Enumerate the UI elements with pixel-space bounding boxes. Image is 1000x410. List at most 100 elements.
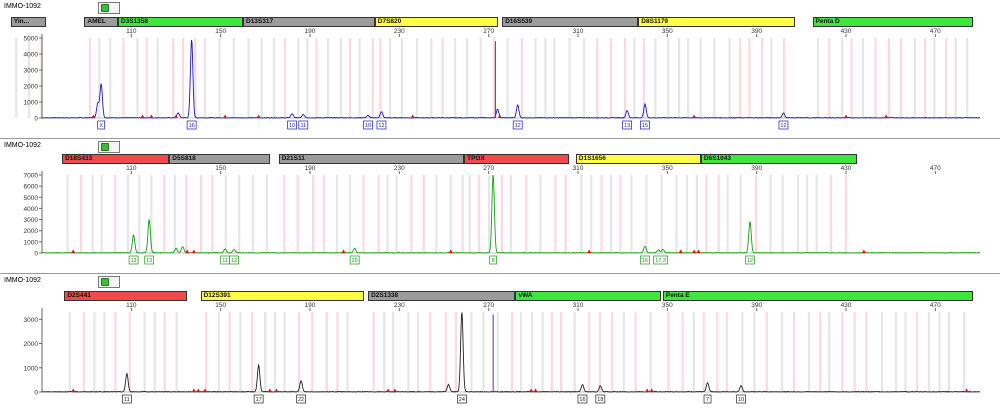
allele-bin	[500, 175, 504, 253]
marker-d6s1043[interactable]: D6S1043	[700, 154, 858, 164]
allele-bin	[395, 175, 398, 253]
allele-call[interactable]: 8	[489, 255, 497, 265]
marker-d21s11[interactable]: D21S11	[278, 154, 465, 164]
allele-bin	[748, 38, 751, 118]
allele-call[interactable]: 16	[577, 394, 588, 404]
allele-call-label: 10	[365, 123, 371, 129]
marker-d13s317[interactable]: D13S317	[243, 17, 375, 27]
x-tick-label: 190	[305, 165, 316, 172]
allele-bin	[247, 38, 250, 118]
dye-toggle-button[interactable]	[98, 141, 120, 153]
allele-bin	[346, 312, 349, 392]
marker-tpox[interactable]: TPOX	[464, 154, 570, 164]
allele-bin	[453, 38, 457, 118]
allele-bin	[203, 38, 206, 118]
marker-d3s1358[interactable]: D3S1358	[117, 17, 243, 27]
allele-call[interactable]: 11	[298, 120, 309, 130]
allele-call-label: 17.3	[655, 258, 666, 264]
allele-bin	[173, 175, 176, 253]
allele-call-box	[144, 255, 155, 265]
allele-call[interactable]: 24	[457, 394, 467, 404]
allele-call[interactable]: 10	[287, 120, 297, 130]
allele-call[interactable]: 12	[745, 255, 755, 265]
allele-call-box	[229, 255, 239, 265]
allele-bin	[496, 312, 499, 392]
allele-bin	[251, 175, 254, 253]
marker-d8s1179[interactable]: D8S1179	[638, 17, 795, 27]
off-ladder-marker	[884, 114, 889, 118]
x-tick-label: 230	[394, 302, 405, 309]
allele-call[interactable]: 7	[703, 394, 712, 404]
allele-bin	[232, 38, 235, 118]
allele-call[interactable]: 22	[296, 394, 306, 404]
marker-d12s391[interactable]: D12S391	[200, 291, 364, 301]
marker-penta-d[interactable]: Penta D	[812, 17, 974, 27]
allele-bin	[150, 175, 153, 253]
allele-bin	[181, 38, 185, 118]
allele-bin	[15, 38, 18, 118]
marker-d2s441[interactable]: D2S441	[64, 291, 188, 301]
allele-call-box	[736, 394, 746, 404]
allele-bin	[466, 38, 469, 118]
allele-call[interactable]: 29	[349, 255, 360, 265]
allele-call[interactable]: 12	[512, 120, 523, 130]
dye-toggle-button[interactable]	[98, 276, 120, 288]
allele-call[interactable]: 11	[220, 255, 230, 265]
allele-bin	[358, 38, 361, 118]
marker-d2s1338[interactable]: D2S1338	[368, 291, 516, 301]
allele-bin	[525, 175, 528, 253]
dye-toggle-button[interactable]	[98, 2, 120, 14]
allele-call[interactable]: 17.3	[653, 255, 668, 265]
allele-bin	[519, 312, 523, 392]
allele-bin	[830, 175, 833, 253]
allele-call[interactable]: X	[97, 120, 106, 130]
allele-bin	[114, 175, 117, 253]
allele-call[interactable]: 12	[778, 120, 789, 130]
allele-call[interactable]: 15	[640, 120, 650, 130]
allele-call[interactable]: 11	[122, 394, 132, 404]
marker-penta-e[interactable]: Penta E	[662, 291, 974, 301]
marker-amel[interactable]: AMEL	[84, 17, 118, 27]
allele-call[interactable]: 13	[622, 120, 632, 130]
x-tick-label: 390	[751, 165, 762, 172]
allele-call-box	[363, 120, 373, 130]
marker-d5s818[interactable]: D5S818	[169, 154, 270, 164]
allele-bin	[815, 175, 818, 253]
allele-bin	[792, 312, 796, 392]
x-tick-label: 390	[751, 302, 762, 309]
x-tick-label: 390	[751, 28, 762, 35]
allele-bin	[435, 175, 438, 253]
allele-bin	[335, 175, 339, 253]
marker-d1s1656[interactable]: D1S1656	[575, 154, 701, 164]
marker-d18s433[interactable]: D18S433	[62, 154, 170, 164]
allele-bin	[677, 38, 681, 118]
allele-call[interactable]: 12	[376, 120, 387, 130]
allele-call[interactable]: 16	[640, 255, 650, 265]
allele-bin	[153, 312, 156, 392]
marker-d16s539[interactable]: D16S539	[502, 17, 639, 27]
allele-bin	[904, 312, 907, 392]
marker-yin-[interactable]: Yin...	[10, 17, 47, 27]
allele-bin	[372, 312, 375, 392]
x-tick-label: 430	[841, 28, 852, 35]
allele-bin	[844, 175, 848, 253]
allele-bin	[145, 38, 148, 118]
off-ladder-marker	[149, 114, 154, 118]
allele-bin	[590, 175, 593, 253]
allele-bin	[850, 38, 853, 118]
allele-call[interactable]: 18	[595, 394, 606, 404]
allele-bin	[806, 175, 809, 253]
allele-call[interactable]: 13	[128, 255, 139, 265]
off-ladder-marker	[191, 249, 196, 253]
allele-call[interactable]: 16	[186, 120, 197, 130]
allele-call[interactable]: 10	[736, 394, 746, 404]
allele-call[interactable]: 10	[363, 120, 373, 130]
allele-call[interactable]: 12	[229, 255, 239, 265]
marker-vwa[interactable]: vWA	[515, 291, 661, 301]
allele-call-box	[376, 120, 387, 130]
allele-call[interactable]: 17	[253, 394, 264, 404]
marker-d7s820[interactable]: D7S820	[374, 17, 498, 27]
allele-call[interactable]: 13	[144, 255, 155, 265]
x-tick-label: 350	[662, 165, 673, 172]
y-tick-label: 0	[34, 251, 38, 258]
